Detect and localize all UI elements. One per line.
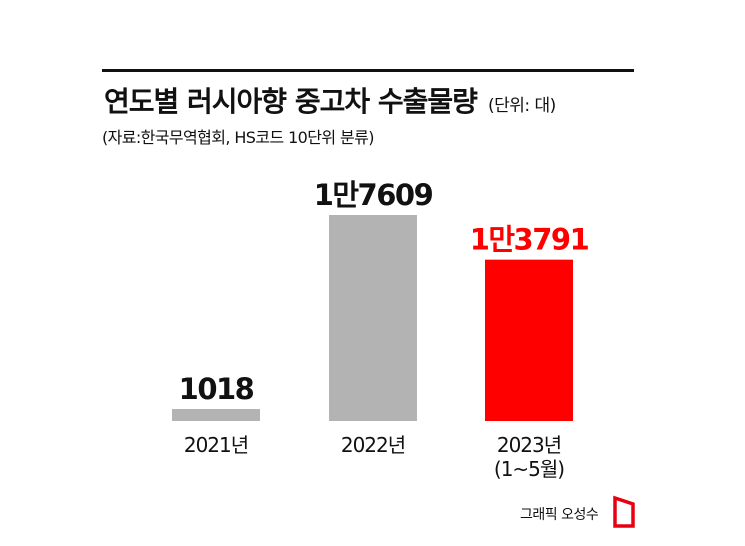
unit-label: (단위: 대) bbox=[487, 96, 556, 116]
data-label-2: 1만3791 bbox=[470, 223, 589, 257]
bar-1 bbox=[329, 215, 417, 421]
logo-icon bbox=[613, 495, 635, 528]
category-label-1: 2022년 bbox=[341, 433, 405, 457]
category-label-2: 2023년 bbox=[497, 433, 561, 457]
title-row: 연도별 러시아향 중고차 수출물량 (단위: 대) bbox=[104, 80, 556, 118]
data-label-1: 1만7609 bbox=[314, 178, 433, 212]
category-label-0: 2021년 bbox=[184, 433, 248, 457]
graphic-credit: 그래픽 오성수 bbox=[520, 507, 599, 523]
bar-0 bbox=[172, 409, 260, 421]
chart-title: 연도별 러시아향 중고차 수출물량 bbox=[104, 85, 478, 118]
bar-2 bbox=[485, 259, 573, 421]
title-rule bbox=[102, 69, 634, 72]
data-label-0: 1018 bbox=[179, 372, 254, 406]
source-note: (자료:한국무역협회, HS코드 10단위 분류) bbox=[102, 128, 374, 147]
category-label-2-line1: (1~5월) bbox=[494, 457, 564, 481]
